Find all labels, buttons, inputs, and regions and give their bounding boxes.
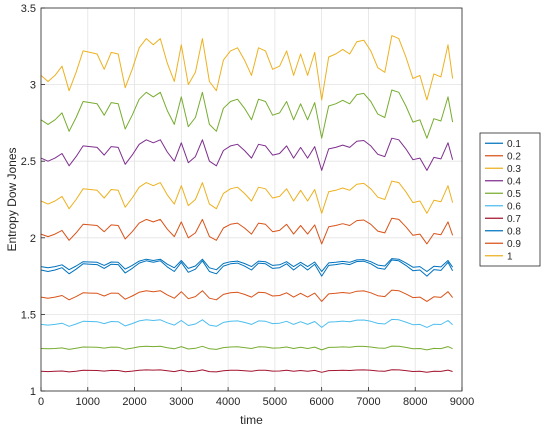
legend-label: 0.9 xyxy=(507,239,521,250)
y-tick-label: 2.5 xyxy=(21,156,36,168)
x-tick-label: 1000 xyxy=(76,396,100,408)
x-tick-label: 2000 xyxy=(122,396,146,408)
series-line-0.9 xyxy=(40,217,454,245)
legend-label: 0.7 xyxy=(507,214,521,225)
series-line-0.2 xyxy=(40,289,453,302)
ticks: 0 1000 2000 3000 4000 5000 6000 7000 8000 9000 1 1.… xyxy=(21,3,475,408)
series-line-0.7 xyxy=(40,369,453,373)
legend-label: 0.1 xyxy=(507,139,521,150)
legend: 0.10.2 0.30.4 0.50.6 0.70.8 0.91 xyxy=(479,132,541,267)
legend-label: 0.6 xyxy=(507,201,521,212)
y-tick-label: 3.5 xyxy=(21,3,36,15)
legend-label: 1 xyxy=(507,251,513,262)
x-tick-label: 4000 xyxy=(216,396,240,408)
x-tick-label: 6000 xyxy=(309,396,333,408)
x-tick-label: 7000 xyxy=(356,396,380,408)
series-line-unlabeled-1 xyxy=(40,345,453,351)
x-tick-label: 9000 xyxy=(450,396,474,408)
legend-label: 0.4 xyxy=(507,176,521,187)
y-tick-label: 1.5 xyxy=(21,309,36,321)
legend-label: 0.5 xyxy=(507,189,521,200)
y-axis-label: Entropy Dow Jones xyxy=(5,147,19,251)
plot-frame xyxy=(40,7,463,392)
y-tick-label: 2 xyxy=(30,233,36,245)
y-tick-label: 3 xyxy=(30,80,36,92)
x-axis-label: time xyxy=(240,413,263,427)
legend-label: 0.2 xyxy=(507,151,521,162)
x-tick-label: 5000 xyxy=(263,396,287,408)
x-tick-label: 3000 xyxy=(169,396,193,408)
x-tick-label: 8000 xyxy=(403,396,427,408)
series-line-0.6 xyxy=(40,318,453,328)
series-line-0.4 xyxy=(40,137,454,171)
series-line-0.3 xyxy=(40,35,454,101)
series-group xyxy=(40,35,454,373)
legend-label: 0.3 xyxy=(507,164,521,175)
y-tick-label: 1 xyxy=(30,386,36,398)
series-line-0.5 xyxy=(40,89,454,139)
legend-label: 0.8 xyxy=(507,226,521,237)
x-tick-label: 0 xyxy=(38,396,44,408)
series-line-0.8 xyxy=(40,258,454,272)
series-line-1 xyxy=(40,180,454,214)
series-line-0.1 xyxy=(40,259,454,277)
